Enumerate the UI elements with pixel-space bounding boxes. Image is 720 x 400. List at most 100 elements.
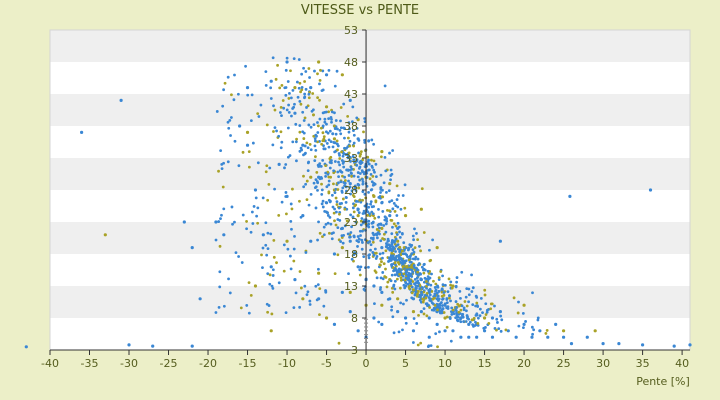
data-point xyxy=(389,258,393,262)
data-point xyxy=(398,250,401,254)
data-point xyxy=(394,224,398,228)
data-point xyxy=(369,236,373,240)
data-point xyxy=(445,298,449,301)
data-point xyxy=(403,286,407,290)
data-point xyxy=(411,310,416,314)
data-point xyxy=(434,288,438,292)
data-point xyxy=(460,304,464,308)
data-point xyxy=(282,106,286,110)
data-point xyxy=(392,256,396,260)
data-point xyxy=(393,287,397,291)
data-point xyxy=(476,321,480,325)
data-point xyxy=(372,284,376,288)
data-point xyxy=(307,123,311,127)
data-point xyxy=(283,86,287,90)
data-point xyxy=(352,253,356,257)
data-point xyxy=(360,217,364,220)
data-point xyxy=(640,343,645,347)
data-point xyxy=(334,210,338,214)
data-point xyxy=(391,290,395,294)
data-point xyxy=(338,219,342,222)
data-point xyxy=(357,166,361,170)
data-point xyxy=(252,205,256,208)
data-point xyxy=(393,261,397,265)
data-point xyxy=(380,260,383,264)
data-point xyxy=(386,237,390,241)
data-point xyxy=(312,113,315,117)
data-point xyxy=(433,292,437,296)
data-point xyxy=(299,215,303,219)
data-point xyxy=(390,172,394,176)
data-point xyxy=(350,120,354,124)
data-point xyxy=(287,97,291,100)
data-point xyxy=(347,272,350,276)
data-point xyxy=(234,251,238,255)
y-tick-label: 23 xyxy=(344,216,358,229)
data-point xyxy=(448,296,451,300)
data-point xyxy=(408,260,412,264)
data-point xyxy=(371,231,375,235)
data-point xyxy=(301,143,305,147)
data-point xyxy=(489,307,493,311)
data-point xyxy=(272,104,275,108)
data-point xyxy=(292,57,296,61)
data-point xyxy=(363,117,367,120)
data-point xyxy=(385,242,388,245)
data-point xyxy=(302,137,306,140)
data-point xyxy=(402,302,405,306)
data-point xyxy=(459,335,463,339)
data-point xyxy=(339,227,343,231)
data-point xyxy=(271,268,275,272)
data-point xyxy=(399,207,403,211)
data-point xyxy=(325,185,329,189)
data-point xyxy=(370,180,374,184)
data-point xyxy=(264,83,268,87)
data-point xyxy=(308,303,312,306)
data-point xyxy=(390,238,394,242)
data-point xyxy=(324,105,329,109)
data-point xyxy=(462,308,466,312)
data-point xyxy=(426,275,430,279)
data-point xyxy=(394,204,398,207)
data-point xyxy=(246,93,250,97)
data-point xyxy=(292,306,296,310)
data-point xyxy=(316,238,319,242)
data-point xyxy=(554,322,558,326)
data-point xyxy=(367,139,371,143)
data-point xyxy=(307,96,311,100)
data-point xyxy=(356,329,360,333)
data-point xyxy=(320,188,324,192)
grid-band xyxy=(50,286,690,318)
data-point xyxy=(524,320,527,323)
data-point xyxy=(498,239,502,243)
data-point xyxy=(384,230,388,234)
data-point xyxy=(267,304,271,307)
data-point xyxy=(303,92,307,96)
data-point xyxy=(371,251,375,254)
data-point xyxy=(416,292,420,296)
data-point xyxy=(313,159,317,163)
data-point xyxy=(348,98,352,102)
data-point xyxy=(417,313,420,317)
data-point xyxy=(403,206,407,210)
data-point xyxy=(386,239,390,243)
data-point xyxy=(256,206,260,210)
data-point xyxy=(305,141,309,145)
data-point xyxy=(356,171,360,174)
x-tick-label: -20 xyxy=(199,357,217,370)
data-point xyxy=(303,96,306,100)
data-point xyxy=(361,182,365,186)
data-point xyxy=(361,177,364,181)
data-point xyxy=(404,281,408,285)
data-point xyxy=(218,244,222,248)
data-point xyxy=(362,287,366,291)
data-point xyxy=(391,207,395,211)
data-point xyxy=(424,296,428,300)
data-point xyxy=(396,243,400,247)
data-point xyxy=(352,234,356,238)
x-tick-label: -15 xyxy=(239,357,257,370)
data-point xyxy=(530,335,534,339)
data-point xyxy=(318,98,321,102)
data-point xyxy=(344,200,348,204)
data-point xyxy=(329,116,333,119)
